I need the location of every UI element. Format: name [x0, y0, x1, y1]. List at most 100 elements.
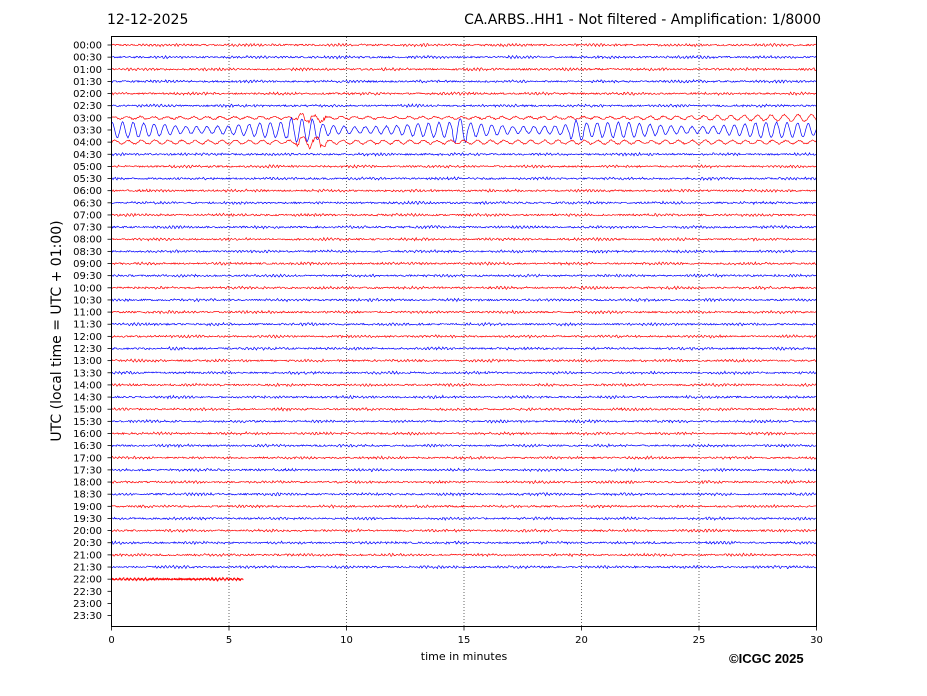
chart-title: CA.ARBS..HH1 - Not filtered - Amplificat…: [464, 12, 821, 28]
y-tick-label: 03:00: [73, 113, 102, 124]
trace-1600: [111, 431, 817, 436]
y-tick-label: 07:30: [73, 223, 102, 234]
y-tick-label: 07:00: [73, 210, 102, 221]
y-tick-label: 15:00: [73, 405, 102, 416]
y-tick-label: 05:30: [73, 174, 102, 185]
y-tick-label: 05:00: [73, 162, 102, 173]
trace-1930: [111, 516, 817, 522]
trace-1830: [111, 491, 817, 497]
trace-1130: [111, 321, 817, 327]
x-tick-label: 0: [108, 635, 114, 646]
trace-1300: [111, 358, 817, 363]
trace-1100: [111, 309, 817, 315]
y-tick-label: 16:00: [73, 429, 102, 440]
trace-0900: [111, 261, 817, 267]
y-tick-label: 01:30: [73, 77, 102, 88]
y-tick-label: 06:30: [73, 198, 102, 209]
y-tick-label: 21:00: [73, 550, 102, 561]
trace-2100: [111, 552, 817, 558]
y-tick-label: 02:00: [73, 89, 102, 100]
y-tick-label: 17:30: [73, 465, 102, 476]
y-tick-label: 01:00: [73, 65, 102, 76]
y-tick-label: 00:30: [73, 53, 102, 64]
trace-0600: [111, 188, 817, 193]
y-tick-label: 14:30: [73, 393, 102, 404]
trace-1900: [111, 503, 817, 509]
x-tick-labels: 0 5 10 15 20 25 30: [108, 626, 823, 646]
trace-1800: [111, 479, 817, 485]
trace-1430: [111, 394, 817, 400]
trace-0430: [111, 151, 817, 157]
y-tick-label: 13:00: [73, 356, 102, 367]
trace-0500: [111, 163, 817, 169]
trace-0630: [111, 200, 817, 206]
y-tick-label: 21:30: [73, 563, 102, 574]
trace-0100: [111, 67, 817, 72]
y-tick-label: 20:00: [73, 526, 102, 537]
trace-0930: [111, 273, 817, 278]
trace-2130: [111, 564, 817, 570]
x-axis-label: time in minutes: [420, 650, 508, 663]
y-tick-label: 00:00: [73, 41, 102, 52]
y-tick-label: 10:30: [73, 295, 102, 306]
trace-0700: [111, 212, 817, 218]
trace-0830: [111, 249, 817, 254]
y-tick-label: 18:30: [73, 490, 102, 501]
y-tick-label: 11:00: [73, 308, 102, 319]
trace-1500: [111, 406, 817, 412]
y-tick-label: 23:00: [73, 599, 102, 610]
x-tick-label: 15: [458, 635, 471, 646]
y-tick-label: 04:00: [73, 138, 102, 149]
date-label: 12-12-2025: [107, 12, 189, 28]
trace-2000: [111, 528, 817, 533]
trace-1000: [111, 285, 817, 291]
y-tick-label: 15:30: [73, 417, 102, 428]
y-tick-label: 03:30: [73, 125, 102, 136]
y-tick-label: 04:30: [73, 150, 102, 161]
trace-1400: [111, 382, 817, 388]
y-tick-labels: 00:0000:3001:0001:3002:0002:3003:0003:30…: [73, 41, 112, 622]
trace-0330: [111, 116, 817, 144]
seismic-traces: [111, 42, 817, 582]
y-tick-label: 02:30: [73, 101, 102, 112]
trace-0130: [111, 78, 817, 84]
y-tick-label: 22:00: [73, 575, 102, 586]
y-tick-label: 11:30: [73, 320, 102, 331]
x-tick-label: 20: [575, 635, 588, 646]
trace-1330: [111, 370, 817, 376]
x-tick-label: 10: [340, 635, 353, 646]
y-tick-label: 22:30: [73, 587, 102, 598]
y-tick-label: 09:00: [73, 259, 102, 270]
grid-lines: [228, 37, 700, 626]
y-tick-label: 23:30: [73, 611, 102, 622]
trace-0400: [111, 136, 817, 150]
y-tick-label: 10:00: [73, 283, 102, 294]
trace-1630: [111, 443, 817, 449]
trace-0530: [111, 176, 817, 181]
y-tick-label: 19:30: [73, 514, 102, 525]
y-tick-label: 16:30: [73, 441, 102, 452]
trace-0200: [111, 91, 817, 96]
x-tick-label: 5: [226, 635, 232, 646]
y-tick-label: 14:00: [73, 380, 102, 391]
trace-0800: [111, 236, 817, 242]
x-tick-label: 30: [810, 635, 823, 646]
trace-2200: [111, 576, 244, 582]
y-tick-label: 13:30: [73, 368, 102, 379]
trace-1200: [111, 334, 817, 339]
trace-0300: [111, 112, 817, 124]
y-tick-label: 19:00: [73, 502, 102, 513]
trace-0030: [111, 54, 817, 60]
y-tick-label: 20:30: [73, 538, 102, 549]
trace-2030: [111, 540, 817, 546]
trace-0730: [111, 224, 817, 230]
trace-1730: [111, 467, 817, 473]
trace-1530: [111, 418, 817, 424]
y-axis-label: UTC (local time = UTC + 01:00): [49, 220, 65, 442]
y-tick-label: 06:00: [73, 186, 102, 197]
trace-1030: [111, 297, 817, 303]
trace-0000: [111, 42, 817, 48]
x-tick-label: 25: [693, 635, 706, 646]
y-tick-label: 09:30: [73, 271, 102, 282]
